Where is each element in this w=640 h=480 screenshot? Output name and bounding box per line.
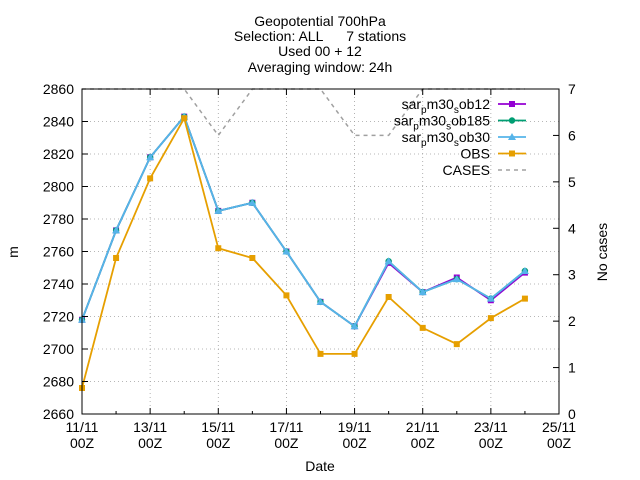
x-tick-label-date: 23/11 — [474, 419, 508, 435]
legend-label-part: m30 — [427, 96, 454, 112]
x-tick-label-hour: 00Z — [274, 435, 299, 451]
legend-swatch-marker — [508, 133, 516, 140]
legend-label-part: ob30 — [459, 129, 490, 145]
data-point — [384, 257, 393, 265]
legend-label-part: p — [421, 105, 427, 116]
y-axis-label: m — [5, 246, 21, 258]
x-tick-label-hour: 00Z — [411, 435, 436, 451]
title-line-1: Geopotential 700hPa — [254, 13, 386, 29]
legend-swatch-marker — [508, 117, 516, 124]
legend-label-part: ob12 — [459, 96, 490, 112]
chart-title: Geopotential 700hPa Selection: ALL 7 sta… — [234, 13, 406, 75]
legend-label-part: sar — [402, 96, 422, 112]
data-point — [487, 315, 494, 322]
data-point — [316, 297, 325, 305]
data-point — [112, 226, 121, 234]
legend-label: sarpm30sob30 — [402, 129, 491, 149]
data-point — [520, 267, 529, 274]
y-tick-label: 2760 — [43, 244, 74, 260]
title-line-4: Averaging window: 24h — [248, 59, 393, 75]
x-tick-label-hour: 00Z — [479, 435, 504, 451]
y2-tick-label: 0 — [568, 406, 576, 422]
data-point — [521, 295, 528, 302]
y2-tick-label: 1 — [568, 360, 576, 376]
y-tick-label: 2720 — [43, 309, 74, 325]
legend-label-part: s — [454, 105, 459, 116]
legend-label-part: sar — [402, 129, 422, 145]
y2-tick-label: 3 — [568, 267, 576, 283]
data-point — [453, 341, 460, 348]
y2-tick-label: 7 — [568, 81, 576, 97]
y-tick-label: 2860 — [43, 81, 74, 97]
y2-tick-label: 6 — [568, 127, 576, 143]
legend-swatch-marker — [509, 101, 515, 107]
y-tick-label: 2800 — [43, 179, 74, 195]
data-point — [282, 247, 291, 255]
data-point — [147, 175, 154, 182]
x-tick-label-date: 25/11 — [542, 419, 576, 435]
y2-axis-label: No cases — [594, 223, 610, 281]
data-point — [385, 294, 392, 300]
y2-tick-label: 4 — [568, 220, 576, 236]
data-point — [317, 350, 324, 357]
data-point — [214, 206, 223, 214]
legend-label-part: s — [454, 138, 459, 149]
series-obs — [79, 115, 528, 391]
data-point — [452, 275, 461, 283]
y-tick-label: 2780 — [43, 211, 74, 227]
legend-label-part: p — [413, 122, 419, 133]
legend-label-part: s — [446, 122, 451, 133]
y-tick-label: 2840 — [43, 114, 74, 130]
legend-label-part: p — [421, 138, 427, 149]
x-tick-label-date: 21/11 — [406, 419, 440, 435]
data-point — [113, 255, 120, 261]
data-point — [486, 294, 495, 302]
series-line — [81, 114, 526, 328]
data-point — [418, 288, 427, 296]
x-tick-label-hour: 00Z — [206, 435, 231, 451]
x-tick-label-hour: 00Z — [343, 435, 368, 451]
legend: sarpm30sob12sarpm30sob185sarpm30sob30OBS… — [394, 96, 526, 178]
legend-label: CASES — [443, 162, 490, 178]
legend-label: sarpm30sob185 — [394, 113, 490, 133]
data-point — [146, 153, 155, 161]
data-point — [283, 292, 290, 299]
y2-tick-label: 2 — [568, 313, 576, 329]
x-tick-label-hour: 00Z — [547, 435, 572, 451]
legend-label-part: m30 — [427, 129, 454, 145]
x-axis-label: Date — [305, 458, 335, 474]
axes: 2660268027002720274027602780280028202840… — [43, 81, 576, 451]
data-point — [215, 245, 222, 252]
legend-label: OBS — [460, 146, 490, 162]
title-line-2: Selection: ALL 7 stations — [234, 28, 406, 44]
x-tick-label-date: 13/11 — [133, 419, 167, 435]
x-tick-label-date: 19/11 — [338, 419, 372, 435]
series-line — [81, 115, 526, 389]
legend-label-part: sar — [394, 113, 414, 129]
x-tick-label-date: 11/11 — [66, 419, 99, 435]
legend-swatch-marker — [509, 150, 515, 157]
y-tick-label: 2700 — [43, 341, 74, 357]
data-point — [351, 350, 358, 357]
legend-label-part: m30 — [419, 113, 446, 129]
x-tick-label-hour: 00Z — [70, 435, 95, 451]
data-point — [248, 198, 257, 206]
data-point — [350, 322, 359, 330]
y-tick-label: 2680 — [43, 374, 74, 390]
y-tick-label: 2660 — [43, 406, 74, 422]
y-tick-label: 2820 — [43, 146, 74, 162]
data-point — [419, 324, 426, 331]
legend-label: sarpm30sob12 — [402, 96, 491, 116]
title-line-3: Used 00 + 12 — [278, 43, 362, 59]
legend-label-part: ob185 — [451, 113, 490, 129]
x-tick-label-hour: 00Z — [138, 435, 163, 451]
y2-tick-label: 5 — [568, 174, 576, 190]
data-point — [181, 115, 188, 122]
x-tick-label-date: 17/11 — [269, 419, 303, 435]
x-tick-label-date: 15/11 — [201, 419, 235, 435]
data-point — [249, 255, 256, 261]
y-tick-label: 2740 — [43, 276, 74, 292]
